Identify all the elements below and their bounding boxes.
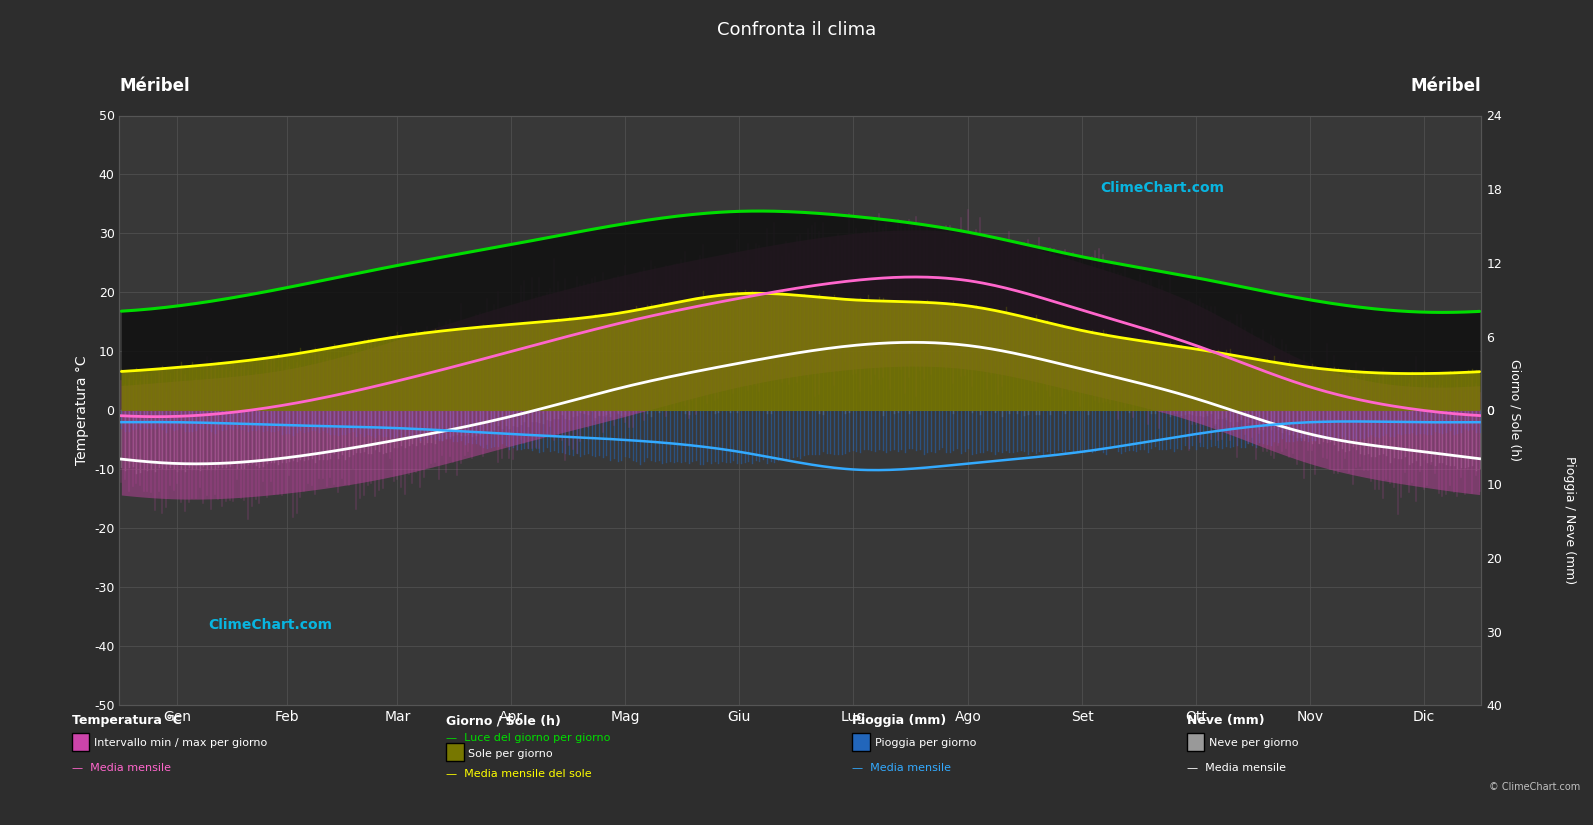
Y-axis label: Temperatura °C: Temperatura °C [75, 356, 89, 465]
Text: Sole per giorno: Sole per giorno [468, 749, 553, 759]
Text: Pioggia per giorno: Pioggia per giorno [875, 738, 977, 747]
Text: ClimeChart.com: ClimeChart.com [209, 618, 331, 632]
Text: Pioggia (mm): Pioggia (mm) [852, 714, 946, 728]
Text: Neve (mm): Neve (mm) [1187, 714, 1265, 728]
Text: ClimeChart.com: ClimeChart.com [1101, 182, 1223, 196]
Text: © ClimeChart.com: © ClimeChart.com [1489, 782, 1580, 792]
Text: —  Media mensile del sole: — Media mensile del sole [446, 769, 591, 779]
Text: Temperatura °C: Temperatura °C [72, 714, 182, 728]
Y-axis label: Giorno / Sole (h): Giorno / Sole (h) [1509, 360, 1521, 461]
Text: Neve per giorno: Neve per giorno [1209, 738, 1298, 747]
Text: —  Luce del giorno per giorno: — Luce del giorno per giorno [446, 733, 610, 742]
Text: —  Media mensile: — Media mensile [72, 762, 170, 772]
Text: Giorno / Sole (h): Giorno / Sole (h) [446, 714, 561, 728]
Text: Intervallo min / max per giorno: Intervallo min / max per giorno [94, 738, 268, 747]
Text: Pioggia / Neve (mm): Pioggia / Neve (mm) [1563, 455, 1575, 584]
Text: Confronta il clima: Confronta il clima [717, 21, 876, 39]
Text: Méribel: Méribel [119, 77, 190, 95]
Text: —  Media mensile: — Media mensile [1187, 762, 1286, 772]
Text: —  Media mensile: — Media mensile [852, 762, 951, 772]
Text: Méribel: Méribel [1411, 77, 1481, 95]
